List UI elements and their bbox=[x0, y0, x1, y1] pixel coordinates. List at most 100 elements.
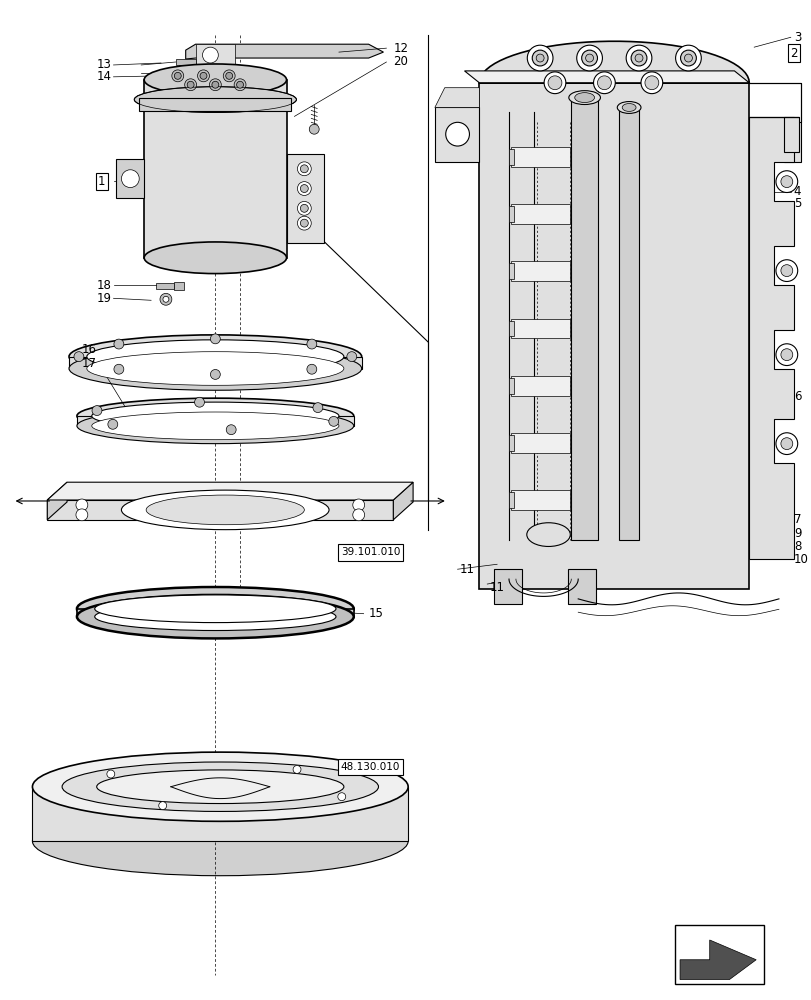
Circle shape bbox=[307, 364, 316, 374]
Text: 4: 4 bbox=[793, 185, 800, 198]
Ellipse shape bbox=[92, 402, 338, 430]
Text: 2: 2 bbox=[789, 47, 796, 60]
Ellipse shape bbox=[87, 340, 344, 373]
Circle shape bbox=[236, 81, 243, 88]
Circle shape bbox=[114, 339, 123, 349]
Circle shape bbox=[775, 260, 796, 281]
Ellipse shape bbox=[77, 398, 354, 434]
Bar bbox=[508, 378, 513, 394]
Polygon shape bbox=[116, 159, 144, 198]
Ellipse shape bbox=[122, 490, 328, 530]
Bar bbox=[508, 263, 513, 279]
Polygon shape bbox=[435, 107, 478, 162]
Circle shape bbox=[202, 47, 218, 63]
Circle shape bbox=[352, 499, 364, 511]
Polygon shape bbox=[478, 41, 749, 83]
Circle shape bbox=[300, 219, 308, 227]
Polygon shape bbox=[464, 71, 749, 83]
Circle shape bbox=[209, 79, 221, 91]
Bar bbox=[510, 376, 569, 396]
Text: 1: 1 bbox=[98, 175, 105, 188]
Polygon shape bbox=[69, 357, 361, 369]
Ellipse shape bbox=[621, 104, 635, 111]
Text: 18: 18 bbox=[97, 279, 111, 292]
Circle shape bbox=[775, 171, 796, 193]
Bar bbox=[510, 433, 569, 453]
Polygon shape bbox=[186, 44, 383, 59]
Circle shape bbox=[346, 352, 356, 362]
Circle shape bbox=[581, 50, 597, 66]
Circle shape bbox=[108, 419, 118, 429]
Bar bbox=[508, 321, 513, 336]
Ellipse shape bbox=[69, 347, 361, 390]
Text: 39.101.010: 39.101.010 bbox=[341, 547, 400, 557]
Ellipse shape bbox=[526, 523, 569, 546]
Ellipse shape bbox=[95, 595, 336, 623]
Ellipse shape bbox=[569, 91, 599, 105]
Circle shape bbox=[625, 45, 651, 71]
Circle shape bbox=[212, 81, 218, 88]
Ellipse shape bbox=[95, 603, 336, 631]
Ellipse shape bbox=[62, 762, 378, 811]
Text: 48.130.010: 48.130.010 bbox=[341, 762, 400, 772]
Circle shape bbox=[644, 76, 658, 90]
Circle shape bbox=[780, 349, 792, 361]
Circle shape bbox=[526, 45, 552, 71]
Ellipse shape bbox=[144, 242, 286, 274]
Circle shape bbox=[172, 70, 183, 82]
Circle shape bbox=[210, 334, 220, 344]
Text: 7: 7 bbox=[793, 513, 800, 526]
Polygon shape bbox=[176, 59, 195, 65]
Circle shape bbox=[107, 770, 114, 778]
Circle shape bbox=[780, 176, 792, 188]
Circle shape bbox=[300, 185, 308, 193]
Text: 11: 11 bbox=[488, 581, 504, 594]
Text: 12: 12 bbox=[393, 42, 408, 55]
Bar bbox=[510, 261, 569, 281]
Text: 14: 14 bbox=[97, 70, 111, 83]
Circle shape bbox=[195, 397, 204, 407]
Circle shape bbox=[197, 70, 209, 82]
Polygon shape bbox=[393, 482, 413, 520]
Bar bbox=[510, 319, 569, 338]
Text: 15: 15 bbox=[368, 607, 383, 620]
Polygon shape bbox=[749, 117, 793, 559]
Ellipse shape bbox=[97, 770, 344, 804]
Polygon shape bbox=[679, 940, 755, 980]
Circle shape bbox=[234, 79, 246, 91]
Ellipse shape bbox=[616, 102, 640, 113]
Ellipse shape bbox=[77, 595, 354, 638]
Ellipse shape bbox=[32, 807, 408, 876]
Bar bbox=[510, 204, 569, 224]
Polygon shape bbox=[570, 98, 598, 540]
Polygon shape bbox=[47, 482, 413, 500]
Circle shape bbox=[158, 802, 166, 810]
Circle shape bbox=[223, 70, 235, 82]
Text: 8: 8 bbox=[793, 540, 800, 553]
Polygon shape bbox=[435, 88, 478, 107]
Circle shape bbox=[680, 50, 696, 66]
Polygon shape bbox=[749, 117, 798, 152]
Circle shape bbox=[163, 296, 169, 302]
Circle shape bbox=[775, 433, 796, 455]
Circle shape bbox=[187, 81, 194, 88]
Polygon shape bbox=[195, 44, 235, 66]
Bar bbox=[510, 147, 569, 167]
Text: 16: 16 bbox=[82, 343, 97, 356]
Circle shape bbox=[307, 339, 316, 349]
Circle shape bbox=[76, 499, 88, 511]
Polygon shape bbox=[77, 416, 354, 426]
Ellipse shape bbox=[92, 412, 338, 440]
Circle shape bbox=[775, 344, 796, 366]
Ellipse shape bbox=[69, 335, 361, 378]
Circle shape bbox=[76, 509, 88, 521]
Circle shape bbox=[309, 124, 319, 134]
Polygon shape bbox=[144, 80, 286, 258]
Circle shape bbox=[445, 122, 469, 146]
Circle shape bbox=[640, 72, 662, 94]
Ellipse shape bbox=[87, 352, 344, 385]
Circle shape bbox=[184, 79, 196, 91]
Bar bbox=[508, 435, 513, 451]
Circle shape bbox=[297, 162, 311, 176]
Polygon shape bbox=[47, 482, 67, 520]
